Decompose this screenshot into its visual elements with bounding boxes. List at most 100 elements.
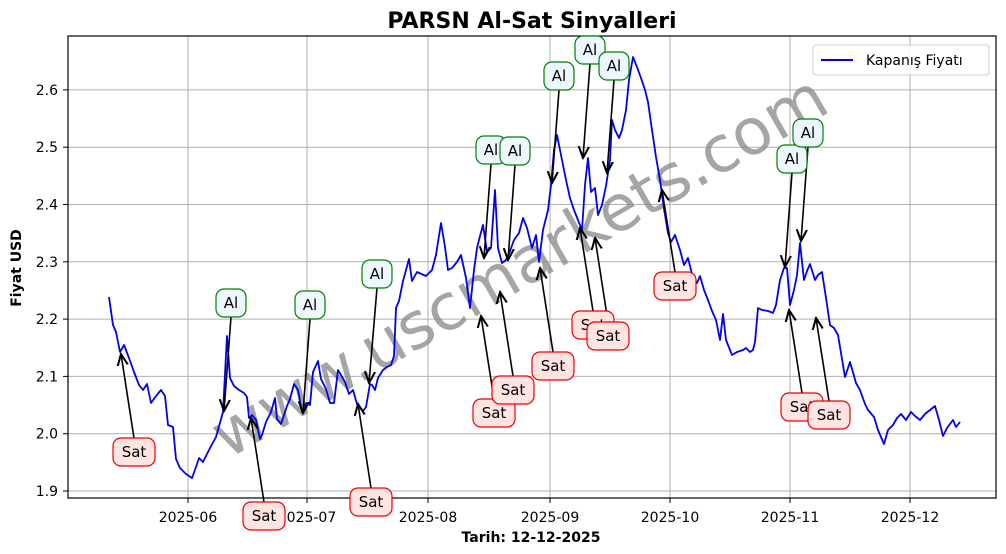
signal-label-box	[531, 351, 575, 381]
x-tick-label: 2025-07	[278, 510, 337, 526]
sell-signal-label: Sat	[586, 321, 630, 351]
signal-label-text: Al	[583, 41, 597, 59]
y-tick-label: 2.4	[36, 198, 58, 214]
signal-label-text: Al	[303, 296, 317, 314]
signal-label-box	[574, 35, 606, 65]
signal-label-box	[792, 118, 824, 148]
buy-signal-arrow	[607, 79, 615, 173]
signal-label-text: Sat	[252, 507, 277, 525]
signal-label-box	[776, 144, 808, 174]
x-tick-label: 2025-12	[881, 510, 940, 526]
x-tick-label: 2025-06	[159, 510, 218, 526]
sell-signal-label: Sat	[112, 437, 156, 467]
signal-label-text: Al	[484, 141, 498, 159]
x-axis-label: Tarih: 12-12-2025	[462, 530, 601, 546]
x-tick-label: 2025-09	[521, 510, 580, 526]
x-tick-label: 2025-11	[761, 510, 820, 526]
buy-signal-label: Al	[598, 51, 630, 81]
sell-signal-arrow	[251, 418, 265, 503]
signal-label-box	[586, 321, 630, 351]
signal-label-text: Sat	[541, 357, 566, 375]
sell-signal-arrow	[540, 268, 554, 353]
sell-signal-arrow	[358, 404, 372, 489]
signal-label-text: Sat	[482, 404, 507, 422]
buy-signal-arrow	[224, 316, 232, 411]
buy-signal-arrow	[484, 163, 492, 258]
buy-signal-label: Al	[475, 135, 507, 165]
sell-signal-arrow	[595, 238, 609, 323]
signal-label-text: Al	[508, 142, 522, 160]
plot-area-frame	[67, 35, 997, 499]
buy-signal-arrow	[508, 164, 516, 260]
sell-signal-label: Sat	[491, 375, 535, 405]
watermark-text: www.uscmarkets.com	[199, 60, 841, 473]
buy-signal-label: Al	[543, 61, 575, 91]
signal-label-text: Sat	[122, 443, 147, 461]
buy-signal-label: Al	[776, 144, 808, 174]
legend: Kapanış Fiyatı	[812, 44, 990, 76]
sell-signal-arrow	[500, 292, 514, 377]
signal-label-text: Al	[224, 294, 238, 312]
signal-label-text: Sat	[663, 277, 688, 295]
sell-signal-label: Sat	[531, 351, 575, 381]
buy-signal-arrow	[552, 89, 560, 183]
buy-signal-arrow	[369, 287, 378, 383]
buy-signal-label: Al	[792, 118, 824, 148]
signal-label-box	[598, 51, 630, 81]
sell-signal-label: Sat	[653, 271, 697, 301]
y-tick-label: 2.2	[36, 312, 58, 328]
y-axis-ticks: 1.9 2.0 2.1 2.2 2.3 2.4 2.5 2.6	[36, 83, 68, 500]
buy-signal-label: Al	[574, 35, 606, 65]
buy-signal-arrow	[303, 318, 311, 413]
signal-label-text: Al	[370, 265, 384, 283]
signal-label-box	[543, 61, 575, 91]
signal-label-box	[361, 259, 393, 289]
sell-signal-label: Sat	[472, 398, 516, 428]
buy-signal-label: Al	[499, 136, 531, 166]
signal-label-box	[215, 288, 247, 318]
x-tick-label: 2025-08	[399, 510, 458, 526]
signal-label-box	[242, 501, 286, 531]
buy-signal-arrow	[785, 172, 793, 267]
signal-label-box	[349, 487, 393, 517]
signal-label-box	[499, 136, 531, 166]
buy-signal-arrow	[583, 63, 591, 158]
y-tick-label: 2.3	[36, 255, 58, 271]
sell-signal-arrow	[580, 228, 594, 312]
signal-label-text: Al	[801, 124, 815, 142]
chart-title: PARSN Al-Sat Sinyalleri	[387, 9, 676, 34]
sell-signal-label: Sat	[349, 487, 393, 517]
price-line-series	[108, 56, 961, 479]
signal-label-box	[491, 375, 535, 405]
signal-label-text: Sat	[501, 381, 526, 399]
legend-entry-label: Kapanış Fiyatı	[866, 53, 963, 69]
legend-box	[812, 44, 990, 76]
buy-signal-label: Al	[294, 290, 326, 320]
signal-label-box	[807, 400, 851, 430]
signal-label-text: Sat	[817, 406, 842, 424]
sell-signal-arrow	[789, 310, 803, 394]
x-tick-label: 2025-10	[641, 510, 700, 526]
sell-signal-label: Sat	[807, 400, 851, 430]
sell-signal-label: Sat	[242, 501, 286, 531]
buy-signal-label: Al	[361, 259, 393, 289]
sell-signal-arrow	[816, 318, 830, 402]
sell-signal-arrow	[121, 354, 135, 439]
signal-label-box	[112, 437, 156, 467]
signal-label-text: Al	[607, 57, 621, 75]
y-axis-label: Fiyat USD	[9, 229, 25, 307]
buy-signal-label: Al	[215, 288, 247, 318]
y-tick-label: 2.0	[36, 427, 58, 443]
y-tick-label: 2.1	[36, 369, 58, 385]
sell-signal-arrow	[662, 190, 676, 273]
signal-label-text: Sat	[359, 493, 384, 511]
signal-label-text: Sat	[596, 327, 621, 345]
y-tick-label: 2.5	[36, 140, 58, 156]
x-axis-ticks: 2025-06 2025-07 2025-08 2025-09 2025-10 2025-…	[159, 498, 940, 526]
signal-label-text: Al	[785, 150, 799, 168]
signal-label-box	[653, 271, 697, 301]
y-tick-label: 1.9	[36, 484, 58, 500]
signal-label-text: Al	[552, 67, 566, 85]
